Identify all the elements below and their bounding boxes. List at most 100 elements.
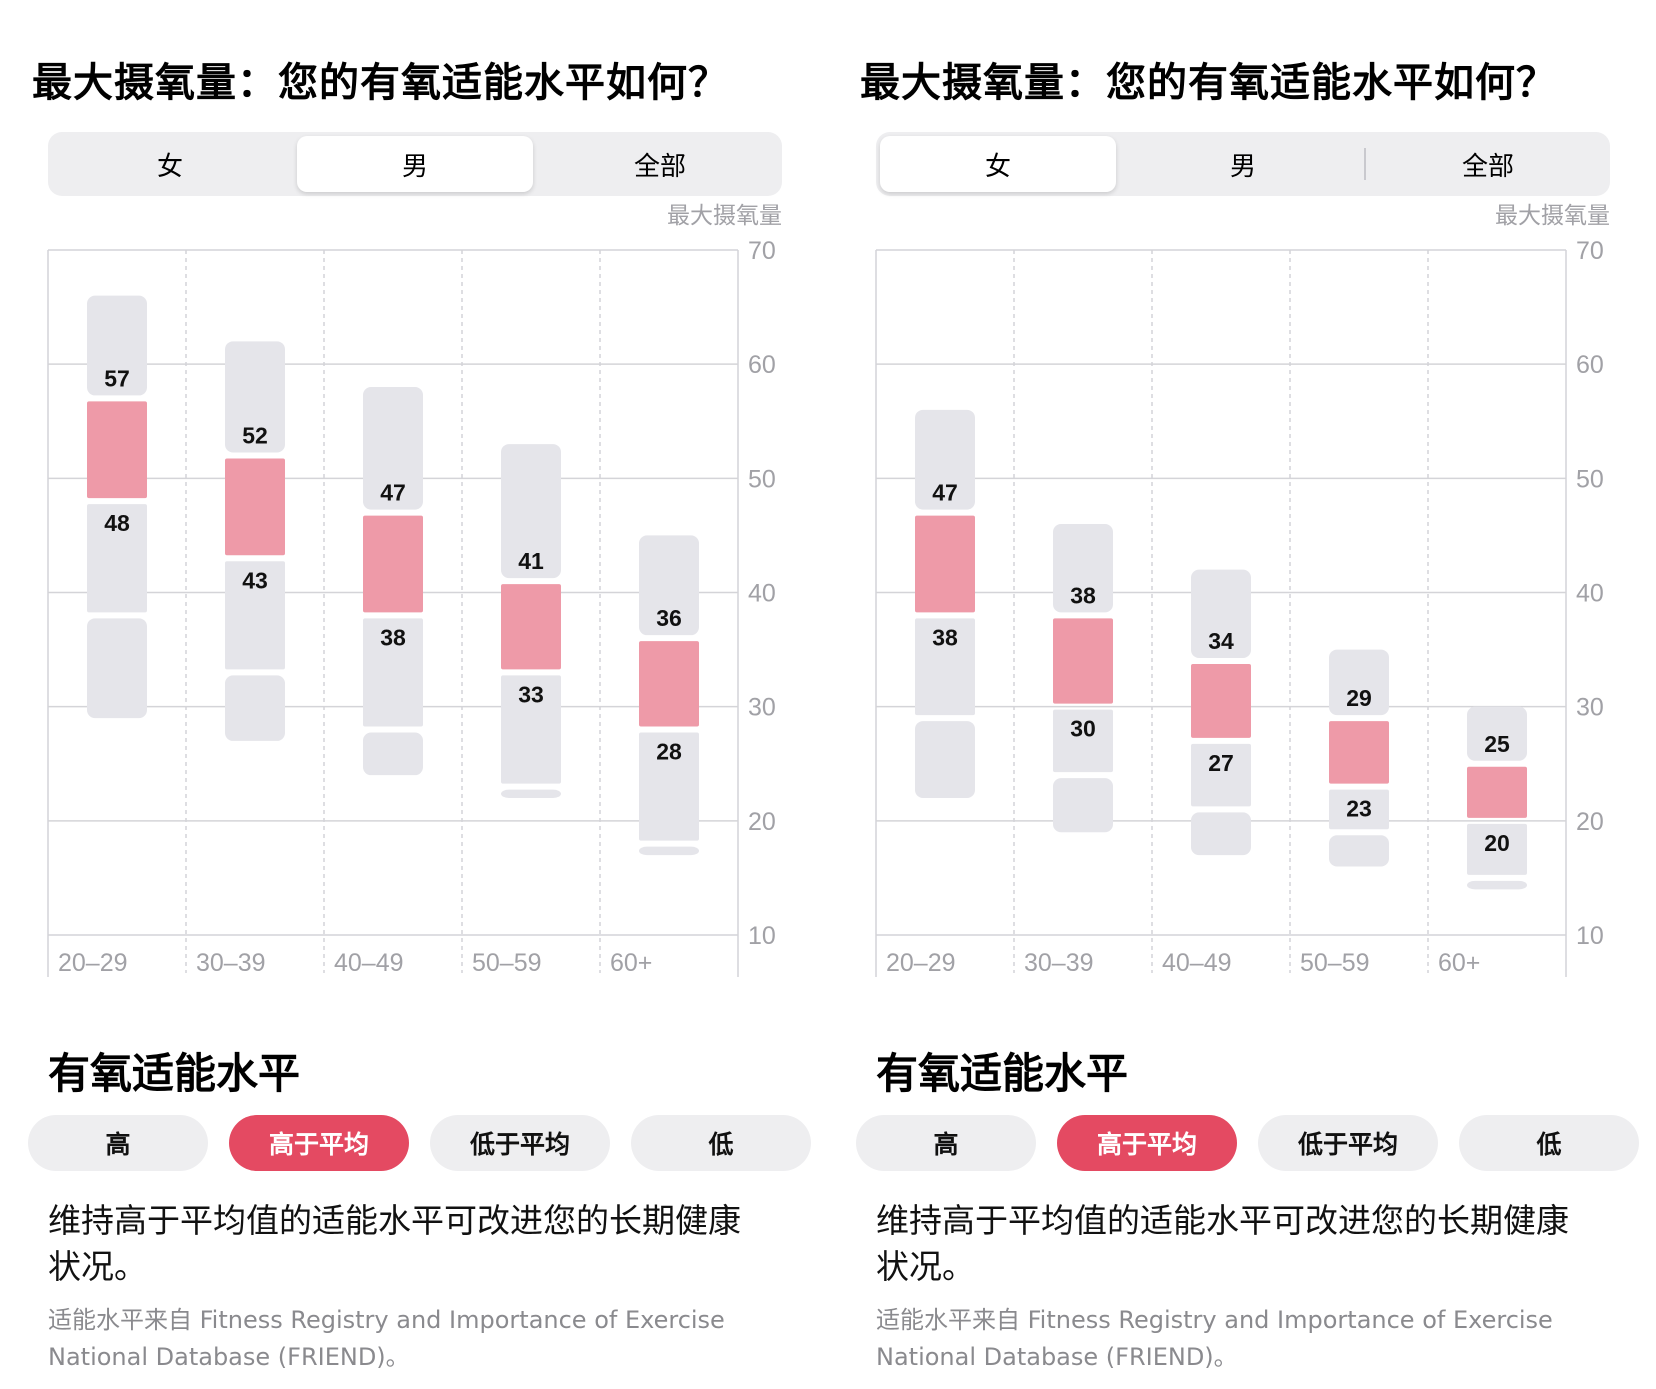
bar-range	[639, 732, 699, 841]
segment-all[interactable]: 全部	[633, 151, 686, 182]
bar-above-average	[225, 458, 285, 556]
data-label: 38	[1070, 582, 1096, 608]
data-label: 36	[656, 605, 682, 631]
segment-male[interactable]: 男	[1229, 151, 1256, 182]
y-axis-label: 最大摄氧量	[1495, 202, 1610, 228]
bar-range	[1053, 778, 1113, 833]
level-description: 维持高于平均值的适能水平可改进您的长期健康状况。	[48, 1201, 741, 1286]
bar-range	[87, 504, 147, 613]
y-tick-label: 60	[1576, 351, 1604, 379]
fitness-level-tabs: 高 高于平均 低于平均 低	[28, 1115, 820, 1171]
bar-range	[915, 409, 975, 510]
section-title: 有氧适能水平	[48, 1049, 301, 1098]
y-tick-label: 30	[748, 694, 776, 722]
data-label: 30	[1070, 716, 1096, 742]
bar-range	[915, 618, 975, 716]
y-tick-label: 70	[748, 237, 776, 265]
bar-above-average	[639, 641, 699, 727]
bar-range	[1467, 880, 1527, 890]
data-label: 57	[104, 365, 130, 391]
x-tick-label: 20–29	[886, 949, 956, 977]
bar-above-average	[501, 584, 561, 670]
bar-range	[1467, 823, 1527, 875]
data-label: 47	[380, 480, 406, 506]
bar-range	[1191, 743, 1251, 807]
level-below-average[interactable]: 低于平均	[430, 1115, 610, 1171]
panel-female: 最大摄氧量：您的有氧适能水平如何？ 女 男 全部 最大摄氧量 70 60 50 40 30…	[828, 0, 1656, 1389]
bar-above-average	[1053, 618, 1113, 704]
bar-range	[363, 387, 423, 510]
x-tick-label: 50–59	[1300, 949, 1370, 977]
bar-range	[1329, 835, 1389, 867]
level-low[interactable]: 低	[1459, 1115, 1639, 1171]
bar-range	[363, 618, 423, 727]
bar-range	[87, 618, 147, 719]
vo2max-chart-svg: 最大摄氧量 70 60 50 40 30 20 10 20–29 30–39 40–49 50–59 6…	[47, 202, 782, 1012]
data-label: 33	[518, 681, 544, 707]
y-tick-label: 10	[748, 922, 776, 950]
bar-range	[639, 846, 699, 856]
x-tick-label: 30–39	[196, 949, 266, 977]
segment-all[interactable]: 全部	[1461, 151, 1514, 182]
x-tick-label: 30–39	[1024, 949, 1094, 977]
bar-above-average	[915, 515, 975, 613]
x-tick-label: 60+	[610, 949, 652, 977]
data-label: 25	[1484, 731, 1510, 757]
bar-above-average	[1329, 721, 1389, 784]
bar-above-average	[87, 401, 147, 499]
bar-range	[1053, 524, 1113, 613]
data-label: 47	[932, 480, 958, 506]
y-tick-label: 50	[748, 465, 776, 493]
segment-female[interactable]: 女	[156, 151, 183, 182]
bar-range	[639, 535, 699, 636]
segment-female[interactable]: 女	[880, 136, 1116, 192]
y-tick-label: 50	[1576, 465, 1604, 493]
x-tick-label: 40–49	[1162, 949, 1232, 977]
page-title: 最大摄氧量：您的有氧适能水平如何？	[32, 60, 729, 106]
bar-range	[1053, 709, 1113, 773]
level-description: 维持高于平均值的适能水平可改进您的长期健康状况。	[876, 1201, 1569, 1286]
bar-range	[225, 341, 285, 453]
bar-range	[501, 789, 561, 798]
y-tick-label: 30	[1576, 694, 1604, 722]
segment-male[interactable]: 男	[297, 136, 533, 192]
level-below-average[interactable]: 低于平均	[1258, 1115, 1438, 1171]
bar-above-average	[1191, 664, 1251, 738]
x-tick-label: 50–59	[472, 949, 542, 977]
data-label: 28	[656, 739, 682, 765]
bar-range	[225, 561, 285, 670]
y-tick-label: 70	[1576, 237, 1604, 265]
bar-range	[87, 295, 147, 396]
data-label: 41	[518, 548, 544, 574]
bar-range	[1467, 706, 1527, 761]
bar-range	[1191, 569, 1251, 658]
bar-range	[915, 721, 975, 798]
data-label: 29	[1346, 685, 1372, 711]
bar-above-average	[1467, 766, 1527, 818]
data-label: 48	[104, 510, 130, 536]
y-tick-label: 20	[748, 808, 776, 836]
data-source-note: 适能水平来自 Fitness Registry and Importance o…	[48, 1306, 725, 1371]
bar-range	[501, 444, 561, 579]
y-tick-label: 40	[1576, 580, 1604, 608]
level-above-average[interactable]: 高于平均	[1057, 1115, 1237, 1171]
y-axis-label: 最大摄氧量	[667, 202, 782, 228]
level-high[interactable]: 高	[28, 1115, 208, 1171]
gender-segmented-control: 女 男 全部	[876, 132, 1610, 196]
y-tick-label: 40	[748, 580, 776, 608]
bar-range	[225, 675, 285, 741]
vo2max-chart: 最大摄氧量 70 60 50 40 30 20 10 20–29 30–39 40–49 50–59 6…	[828, 200, 1656, 1012]
data-label: 43	[242, 567, 268, 593]
data-label: 38	[932, 624, 958, 650]
bar-range	[501, 675, 561, 784]
level-low[interactable]: 低	[631, 1115, 811, 1171]
data-source-note: 适能水平来自 Fitness Registry and Importance o…	[876, 1306, 1553, 1371]
fitness-level-tabs: 高 高于平均 低于平均 低	[856, 1115, 1648, 1171]
x-tick-label: 20–29	[58, 949, 128, 977]
y-tick-label: 20	[1576, 808, 1604, 836]
bar-range	[1329, 789, 1389, 830]
vo2max-chart-svg: 最大摄氧量 70 60 50 40 30 20 10 20–29 30–39 40–49 50–59 6…	[875, 202, 1610, 1012]
bar-above-average	[363, 515, 423, 613]
level-above-average[interactable]: 高于平均	[229, 1115, 409, 1171]
level-high[interactable]: 高	[856, 1115, 1036, 1171]
